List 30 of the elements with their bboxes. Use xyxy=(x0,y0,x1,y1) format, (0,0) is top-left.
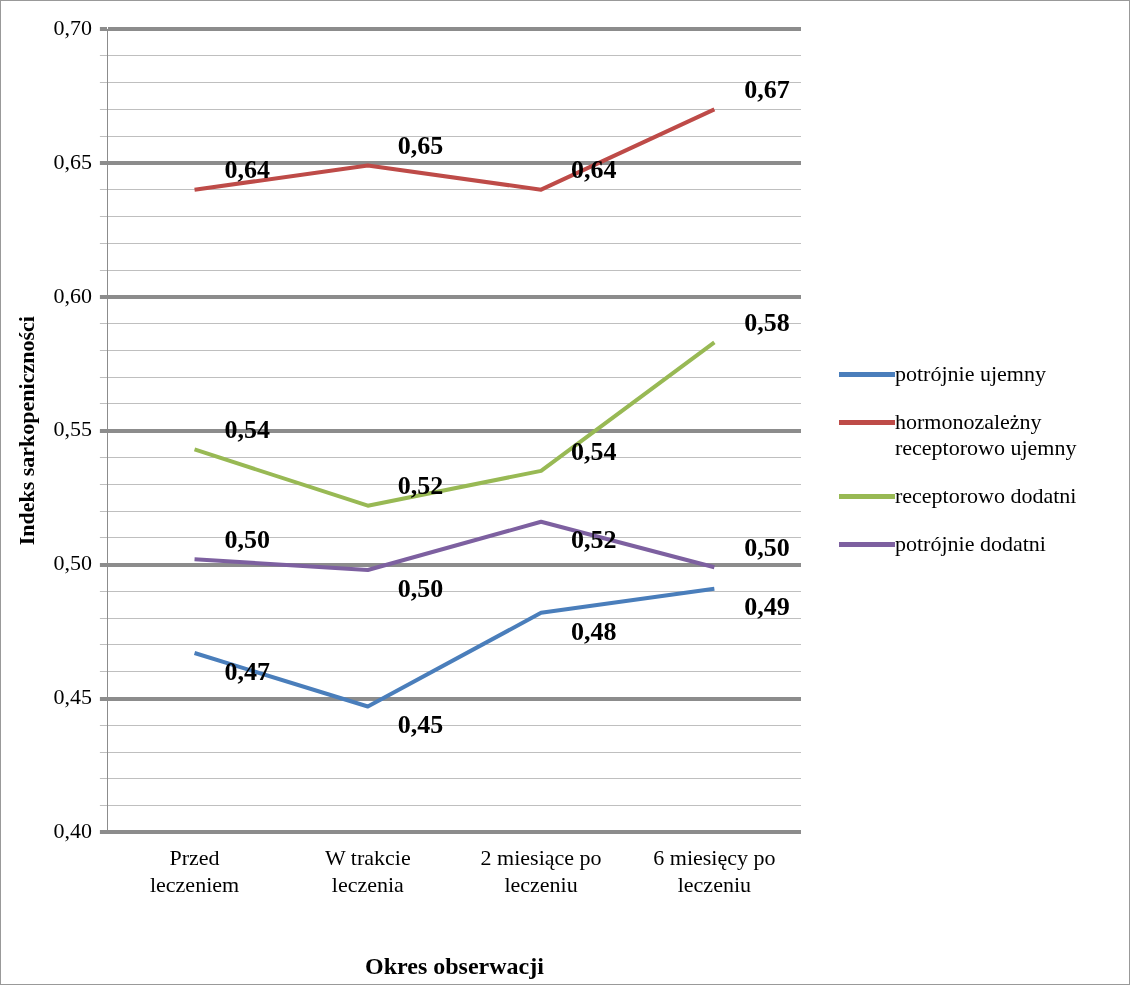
data-label: 0,49 xyxy=(744,592,790,622)
data-label: 0,65 xyxy=(397,131,444,161)
data-label: 0,50 xyxy=(397,573,444,603)
y-tick-label: 0,50 xyxy=(53,550,92,576)
y-tick-label: 0,45 xyxy=(53,684,92,710)
legend-label: hormonozależny receptorowo ujemny xyxy=(895,409,1078,461)
legend-label: potrójnie ujemny xyxy=(895,361,1046,387)
y-tick-label: 0,70 xyxy=(53,14,92,40)
data-label: 0,48 xyxy=(571,616,617,646)
data-label: 0,50 xyxy=(224,524,271,554)
data-label: 0,50 xyxy=(744,533,790,562)
y-tick-label: 0,40 xyxy=(53,818,92,844)
x-tick-label: Przed leczeniem xyxy=(149,845,240,897)
data-label: 0,52 xyxy=(397,471,444,501)
x-tick-label: 6 miesięcy po leczeniu xyxy=(653,845,776,897)
y-tick-label: 0,65 xyxy=(53,148,92,174)
data-label: 0,54 xyxy=(224,415,271,445)
data-label: 0,64 xyxy=(224,155,271,185)
data-label: 0,54 xyxy=(571,436,617,466)
y-tick-label: 0,60 xyxy=(53,282,92,308)
data-label: 0,58 xyxy=(744,308,790,338)
legend-label: potrójnie dodatni xyxy=(895,531,1046,557)
data-label: 0,67 xyxy=(744,75,790,105)
y-axis-title: Indeks sarkopeniczności xyxy=(13,316,39,546)
y-tick-label: 0,55 xyxy=(53,416,92,442)
x-tick-label: 2 miesiące po leczeniu xyxy=(480,845,602,897)
x-axis-title: Okres obserwacji xyxy=(365,952,545,979)
legend-label: receptorowo dodatni xyxy=(895,483,1077,509)
x-tick-label: W trakcie leczenia xyxy=(324,845,411,897)
data-label: 0,45 xyxy=(397,710,444,740)
